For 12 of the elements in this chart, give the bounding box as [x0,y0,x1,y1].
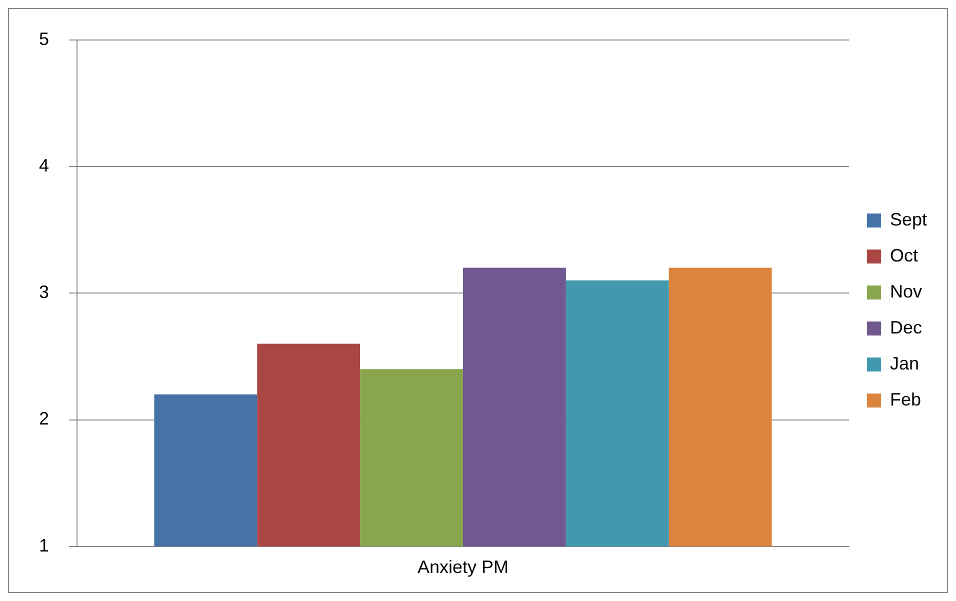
y-tick-label: 5 [38,28,50,49]
legend-label: Dec [890,317,922,338]
y-tick-label: 4 [38,155,50,176]
legend-label: Jan [890,353,920,374]
legend-label: Oct [890,245,918,266]
y-tick-label: 3 [38,282,50,302]
legend-label: Feb [890,389,922,410]
x-tick-label: Anxiety PM [417,557,509,578]
y-tick-label: 1 [38,535,50,556]
y-tick-label: 2 [38,408,50,429]
legend-label: Nov [890,281,922,302]
legend-label: Sept [890,209,928,230]
